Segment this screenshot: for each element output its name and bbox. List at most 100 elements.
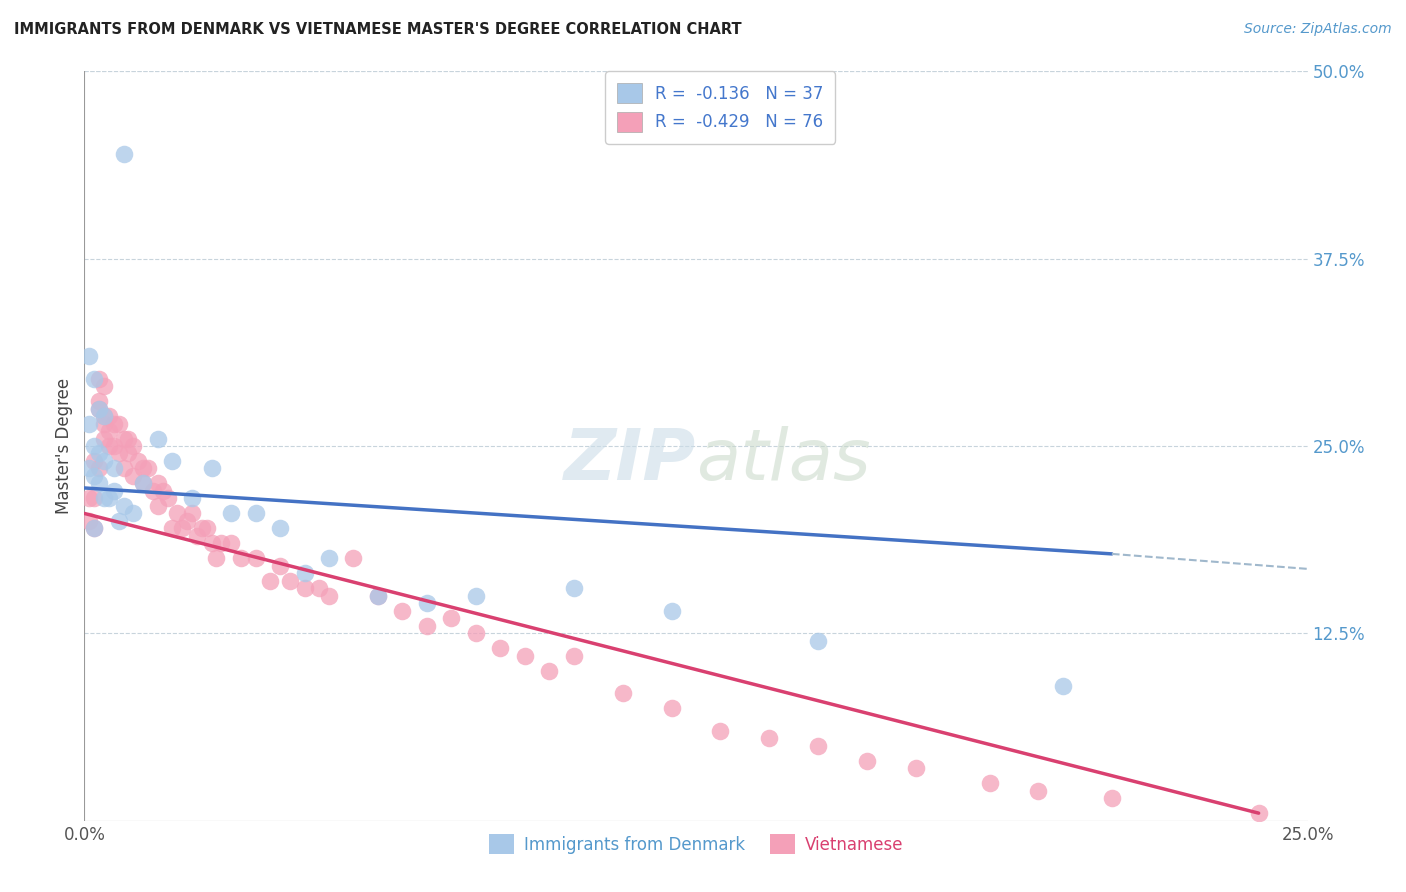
Text: IMMIGRANTS FROM DENMARK VS VIETNAMESE MASTER'S DEGREE CORRELATION CHART: IMMIGRANTS FROM DENMARK VS VIETNAMESE MA… bbox=[14, 22, 742, 37]
Point bbox=[172, 521, 194, 535]
Point bbox=[77, 461, 100, 475]
Point bbox=[146, 432, 169, 446]
Point bbox=[97, 439, 120, 453]
Point bbox=[107, 417, 129, 431]
Point bbox=[77, 514, 100, 528]
Point bbox=[464, 589, 486, 603]
Point bbox=[83, 371, 105, 385]
Point bbox=[205, 551, 228, 566]
Point bbox=[112, 146, 135, 161]
Point bbox=[93, 432, 115, 446]
Point bbox=[538, 664, 561, 678]
Point bbox=[146, 499, 169, 513]
Point bbox=[87, 401, 110, 416]
Point bbox=[367, 589, 389, 603]
Point bbox=[77, 491, 100, 506]
Point bbox=[1101, 791, 1123, 805]
Point bbox=[308, 582, 330, 596]
Point bbox=[807, 739, 830, 753]
Point bbox=[87, 394, 110, 409]
Point bbox=[1028, 783, 1050, 797]
Point bbox=[122, 469, 145, 483]
Point bbox=[979, 776, 1001, 790]
Point bbox=[513, 648, 536, 663]
Point bbox=[318, 589, 340, 603]
Point bbox=[1247, 806, 1270, 821]
Point bbox=[93, 379, 115, 393]
Point bbox=[342, 551, 364, 566]
Point bbox=[152, 483, 174, 498]
Point bbox=[93, 409, 115, 423]
Text: atlas: atlas bbox=[696, 426, 870, 495]
Point bbox=[229, 551, 252, 566]
Point bbox=[186, 529, 208, 543]
Point bbox=[132, 476, 155, 491]
Point bbox=[112, 499, 135, 513]
Point bbox=[162, 454, 184, 468]
Point bbox=[107, 514, 129, 528]
Point bbox=[391, 604, 413, 618]
Point bbox=[97, 409, 120, 423]
Point bbox=[191, 521, 214, 535]
Point bbox=[807, 633, 830, 648]
Point bbox=[661, 701, 683, 715]
Point bbox=[181, 507, 204, 521]
Point bbox=[856, 754, 879, 768]
Point bbox=[269, 521, 291, 535]
Point bbox=[93, 409, 115, 423]
Legend: Immigrants from Denmark, Vietnamese: Immigrants from Denmark, Vietnamese bbox=[482, 828, 910, 861]
Point bbox=[259, 574, 281, 588]
Point bbox=[562, 582, 585, 596]
Point bbox=[77, 417, 100, 431]
Point bbox=[440, 611, 463, 625]
Point bbox=[87, 401, 110, 416]
Point bbox=[219, 507, 242, 521]
Point bbox=[122, 439, 145, 453]
Point bbox=[661, 604, 683, 618]
Point bbox=[416, 619, 439, 633]
Point bbox=[77, 349, 100, 363]
Point bbox=[758, 731, 780, 746]
Point bbox=[103, 417, 125, 431]
Point bbox=[117, 432, 139, 446]
Point bbox=[87, 446, 110, 460]
Point bbox=[97, 424, 120, 438]
Point bbox=[112, 432, 135, 446]
Point bbox=[166, 507, 188, 521]
Point bbox=[103, 439, 125, 453]
Point bbox=[93, 454, 115, 468]
Point bbox=[200, 461, 222, 475]
Point bbox=[83, 454, 105, 468]
Point bbox=[367, 589, 389, 603]
Point bbox=[142, 483, 165, 498]
Point bbox=[146, 476, 169, 491]
Point bbox=[83, 439, 105, 453]
Point bbox=[162, 521, 184, 535]
Point bbox=[93, 417, 115, 431]
Point bbox=[127, 454, 149, 468]
Point bbox=[87, 461, 110, 475]
Point bbox=[278, 574, 301, 588]
Point bbox=[905, 761, 928, 775]
Point bbox=[107, 446, 129, 460]
Point bbox=[294, 566, 316, 581]
Point bbox=[219, 536, 242, 550]
Y-axis label: Master's Degree: Master's Degree bbox=[55, 378, 73, 514]
Point bbox=[117, 446, 139, 460]
Point bbox=[87, 371, 110, 385]
Point bbox=[97, 491, 120, 506]
Point bbox=[112, 461, 135, 475]
Point bbox=[612, 686, 634, 700]
Point bbox=[464, 626, 486, 640]
Point bbox=[83, 491, 105, 506]
Point bbox=[562, 648, 585, 663]
Point bbox=[103, 483, 125, 498]
Text: ZIP: ZIP bbox=[564, 426, 696, 495]
Point bbox=[156, 491, 179, 506]
Point bbox=[318, 551, 340, 566]
Point bbox=[83, 521, 105, 535]
Point bbox=[83, 469, 105, 483]
Point bbox=[103, 461, 125, 475]
Point bbox=[245, 507, 267, 521]
Point bbox=[489, 641, 512, 656]
